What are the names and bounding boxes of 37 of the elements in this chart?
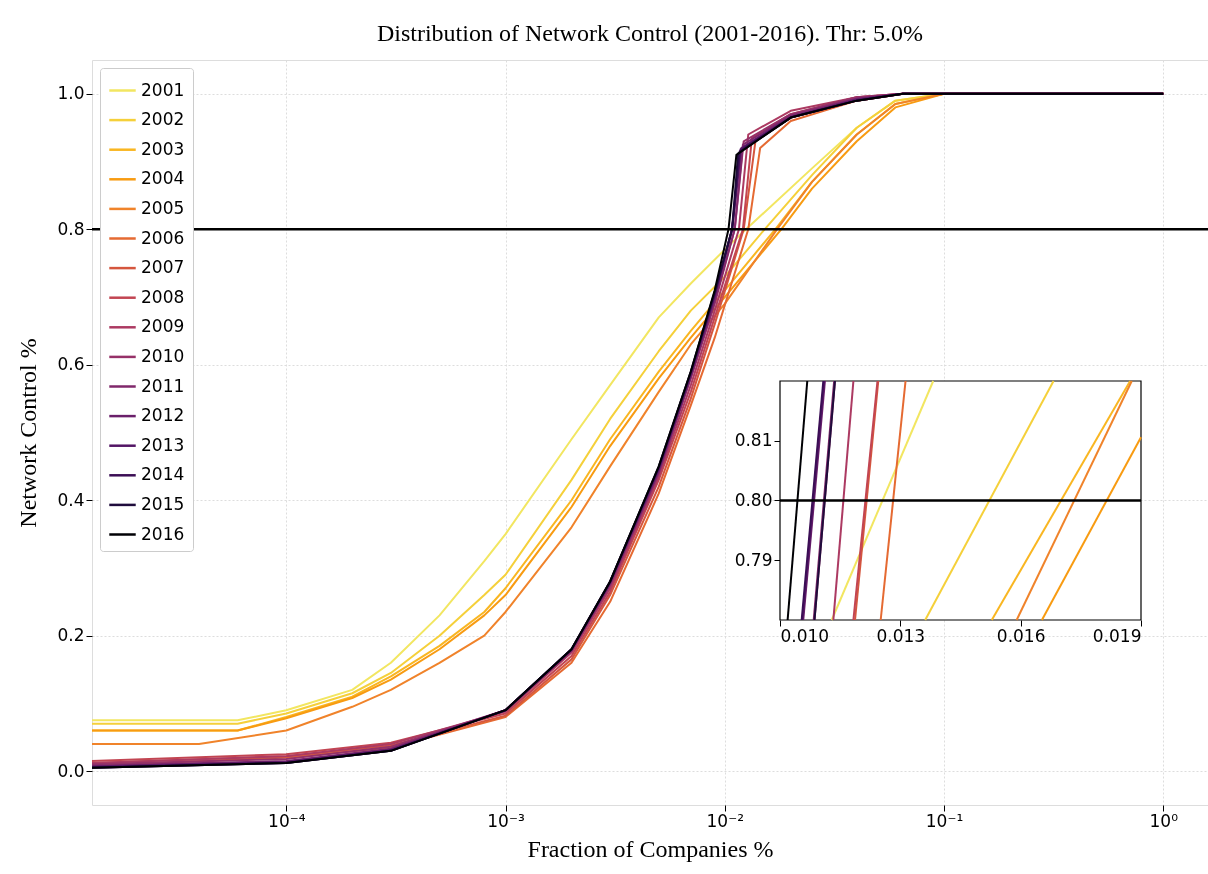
legend-label: 2004 — [141, 168, 185, 189]
x-tick-label: 10⁻¹ — [925, 810, 964, 831]
x-tick-label: 0.010 — [780, 625, 830, 646]
legend-label: 2008 — [141, 286, 185, 307]
legend-label: 2007 — [141, 257, 185, 278]
legend-label: 2011 — [141, 375, 185, 396]
y-tick-label: 1.0 — [57, 83, 85, 104]
legend-label: 2012 — [141, 405, 185, 426]
y-tick-label: 0.8 — [57, 218, 85, 239]
chart-title: Distribution of Network Control (2001-2016). Thr: 5.0% — [376, 20, 924, 46]
legend-label: 2013 — [141, 434, 185, 455]
y-tick-label: 0.81 — [734, 430, 773, 451]
x-tick-label: 0.013 — [876, 625, 926, 646]
legend-label: 2010 — [141, 345, 185, 366]
legend-label: 2003 — [141, 138, 185, 159]
y-tick-label: 0.4 — [57, 489, 85, 510]
y-tick-label: 0.80 — [734, 490, 773, 510]
x-tick-label: 0.016 — [996, 625, 1046, 646]
y-axis-title: Network Control % — [15, 338, 42, 528]
legend-label: 2014 — [141, 464, 185, 485]
x-axis-title: Fraction of Companies % — [527, 835, 774, 862]
legend-label: 2015 — [141, 493, 185, 514]
y-tick-label: 0.2 — [57, 625, 85, 646]
x-tick-label: 0.019 — [1092, 625, 1142, 646]
legend-label: 2001 — [141, 79, 185, 100]
legend-label: 2009 — [141, 316, 185, 337]
x-tick-label: 10⁰ — [1149, 810, 1179, 831]
legend-label: 2016 — [141, 523, 185, 544]
x-tick-label: 10⁻⁴ — [268, 810, 306, 831]
x-tick-label: 10⁻² — [706, 810, 744, 831]
legend-label: 2006 — [141, 227, 185, 248]
y-tick-label: 0.6 — [57, 354, 85, 375]
legend-label: 2005 — [141, 197, 185, 218]
y-tick-label: 0.0 — [57, 760, 85, 781]
legend-label: 2002 — [141, 109, 185, 130]
x-tick-label: 10⁻³ — [487, 810, 525, 831]
y-tick-label: 0.79 — [734, 549, 773, 570]
